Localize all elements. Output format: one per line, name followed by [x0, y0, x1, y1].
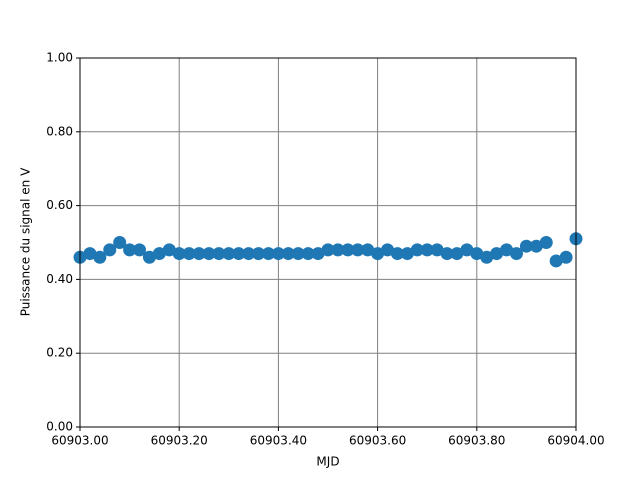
data-point	[420, 243, 434, 257]
data-point	[83, 247, 97, 261]
data-point	[281, 247, 295, 261]
data-point	[232, 247, 246, 261]
x-tick-label: 60903.40	[250, 434, 307, 448]
data-point	[400, 247, 414, 261]
x-tick-label: 60903.60	[349, 434, 406, 448]
data-point	[440, 247, 454, 261]
x-tick-label: 60903.00	[51, 434, 108, 448]
data-point	[519, 239, 533, 253]
data-point	[480, 250, 494, 264]
data-point	[202, 247, 216, 261]
data-point	[182, 247, 196, 261]
data-point	[410, 243, 424, 257]
y-tick-label: 0.80	[46, 124, 73, 138]
data-point	[371, 247, 385, 261]
data-point	[549, 254, 563, 268]
x-tick-label: 60903.20	[151, 434, 208, 448]
data-point	[470, 247, 484, 261]
x-tick-label: 60903.80	[448, 434, 505, 448]
data-point	[291, 247, 305, 261]
data-point	[162, 243, 176, 257]
data-point	[460, 243, 474, 257]
data-point	[539, 236, 553, 249]
data-point	[123, 243, 137, 257]
data-point	[192, 247, 206, 261]
data-point	[142, 250, 156, 264]
data-point	[500, 243, 514, 257]
data-point	[93, 250, 107, 264]
data-point	[321, 243, 335, 257]
y-tick-label: 0.60	[46, 198, 73, 212]
data-point	[301, 247, 315, 261]
data-point	[450, 247, 464, 261]
data-point	[529, 239, 543, 253]
data-point	[133, 243, 147, 257]
data-point	[242, 247, 256, 261]
data-point	[341, 243, 355, 257]
data-point	[351, 243, 365, 257]
data-point	[381, 243, 395, 257]
y-tick-label: 0.00	[46, 420, 73, 434]
x-tick-label: 60904.00	[547, 434, 604, 448]
data-point	[430, 243, 444, 257]
data-point	[490, 247, 504, 261]
data-point	[152, 247, 166, 261]
plot-frame	[79, 57, 577, 428]
data-point	[113, 236, 127, 249]
y-tick-label: 1.00	[46, 51, 73, 65]
data-point	[271, 247, 285, 261]
data-point	[311, 247, 325, 261]
data-point	[212, 247, 226, 261]
data-point	[252, 247, 266, 261]
data-point	[509, 247, 523, 261]
data-point	[172, 247, 186, 261]
y-tick-label: 0.20	[46, 346, 73, 360]
data-point	[331, 243, 345, 257]
data-point	[222, 247, 236, 261]
data-point	[559, 250, 573, 264]
x-axis-label: MJD	[316, 455, 339, 469]
data-point	[103, 243, 117, 257]
data-point	[390, 247, 404, 261]
y-tick-label: 0.40	[46, 272, 73, 286]
data-point	[361, 243, 375, 257]
data-point	[261, 247, 275, 261]
y-axis-label: Puissance du signal en V	[19, 167, 33, 316]
